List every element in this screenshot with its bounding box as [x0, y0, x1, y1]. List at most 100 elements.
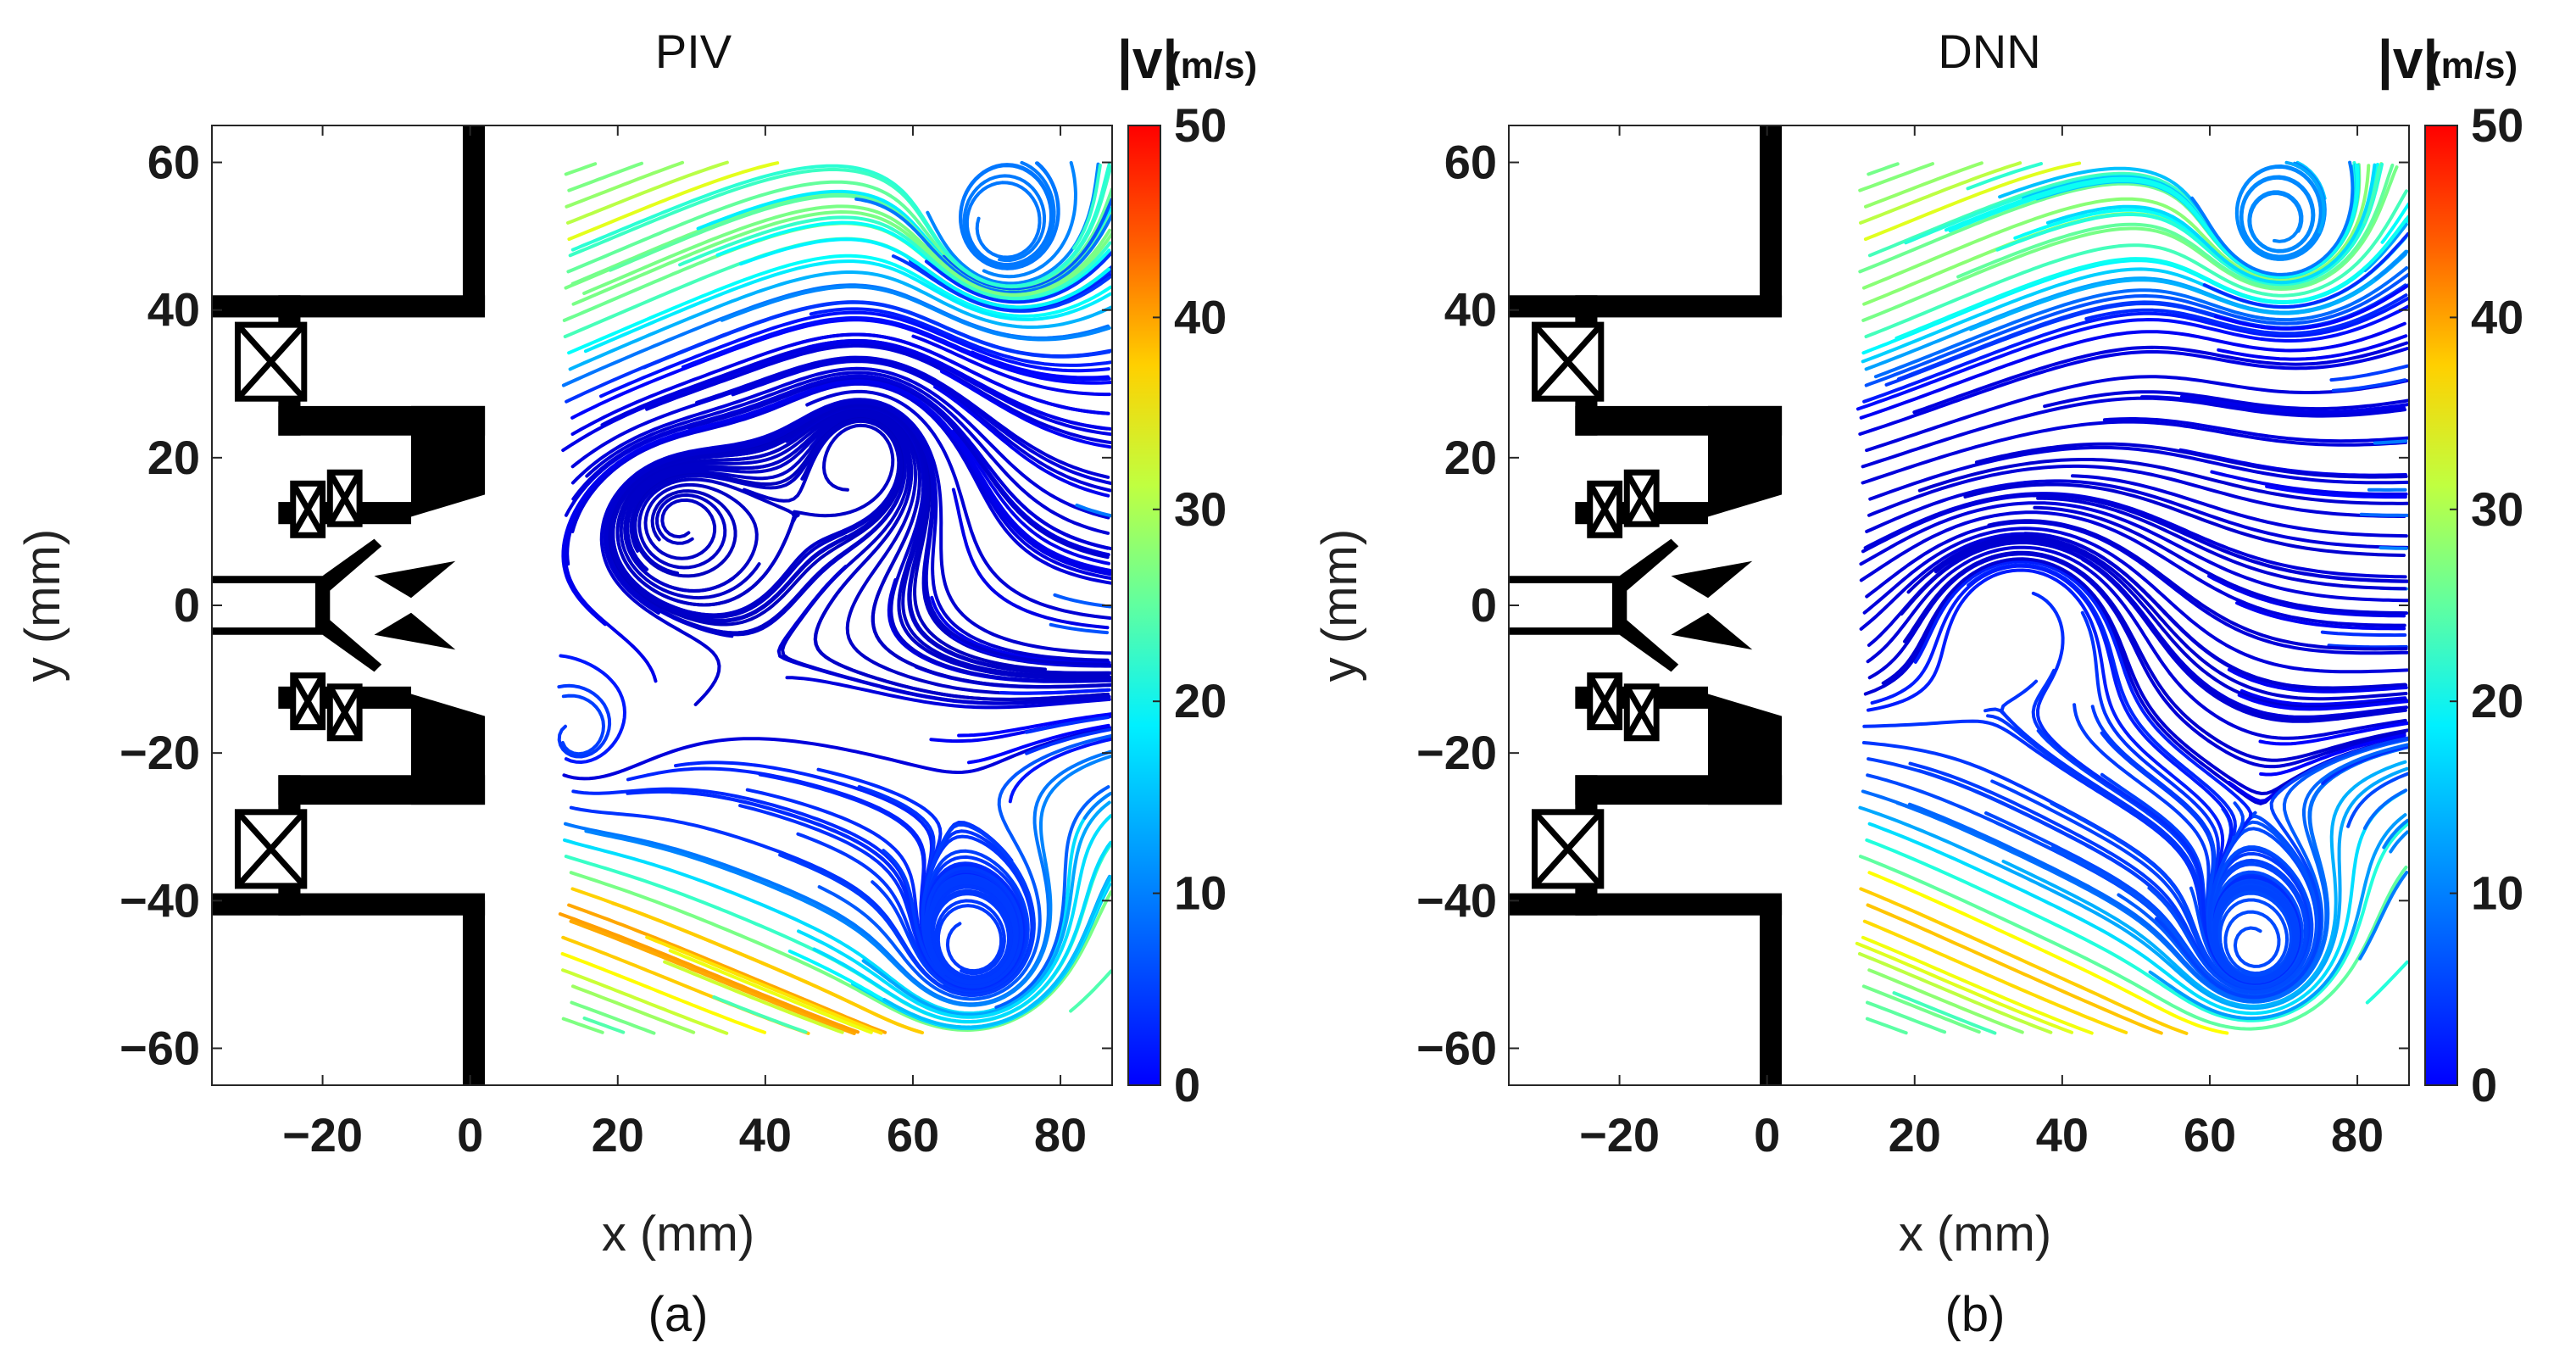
x-tick-label: 40	[2036, 1108, 2089, 1162]
streamline	[1906, 535, 2408, 701]
streamline	[776, 565, 1111, 705]
streamline	[1867, 162, 1900, 176]
streamline	[687, 376, 1110, 560]
inner-swirler-lower-2	[1623, 683, 1660, 742]
streamline	[571, 210, 1112, 306]
streamline	[957, 712, 1112, 738]
y-tick-label: −20	[120, 726, 200, 779]
streamline	[817, 734, 1112, 1001]
injector-block-lower	[411, 694, 486, 805]
panel-b-streamlines	[1855, 160, 2409, 1035]
streamline	[570, 162, 1111, 288]
streamline	[562, 726, 1112, 781]
streamline	[1867, 968, 2024, 1034]
streamline	[806, 338, 1112, 431]
streamline	[615, 407, 1112, 688]
streamline	[2207, 801, 2300, 983]
streamline	[584, 755, 1112, 1007]
streamline	[567, 903, 887, 1034]
streamline	[1865, 375, 2409, 453]
streamline	[2284, 160, 2326, 234]
colorbar-tick-label: 20	[1174, 674, 1227, 727]
streamline	[623, 411, 1110, 701]
streamline	[933, 385, 1110, 498]
streamline	[1873, 266, 2409, 379]
panel-a-colorbar-ticks: 0 10 20 30 40 50	[1153, 98, 1227, 1112]
chamber-wall-upper	[1759, 125, 1783, 310]
streamline	[1858, 162, 1934, 192]
streamline	[882, 849, 1024, 989]
x-tick-label: 80	[2331, 1108, 2384, 1162]
panel-b-x-axis-label: x (mm)	[1899, 1206, 2051, 1262]
streamline	[570, 1000, 656, 1035]
panel-a-colorbar-unit: (m/s)	[1168, 45, 1257, 86]
streamline	[2217, 334, 2408, 361]
streamline	[1861, 935, 2094, 1035]
streamline	[1974, 442, 2408, 479]
streamline	[2033, 505, 2409, 616]
y-tick-label: −60	[120, 1021, 200, 1074]
streamline	[1867, 552, 2406, 769]
outer-swirler-upper	[1531, 321, 1605, 402]
streamline	[567, 161, 643, 192]
y-tick-label: −40	[120, 873, 200, 927]
streamline	[1859, 887, 2189, 1035]
panel-a-colorbar-quantity: |v|	[1117, 29, 1177, 91]
streamline	[678, 215, 1112, 300]
streamline	[2084, 293, 2408, 336]
streamline	[970, 350, 1110, 380]
panel-b-combustor-geometry	[1509, 125, 1783, 1085]
streamline	[1072, 164, 1102, 250]
streamline	[570, 366, 1110, 520]
panel-a: −20 0 20 40 60 80 60 40 20 0 −20 −40 −60 PIV x (mm)…	[15, 25, 1257, 1342]
streamline	[2389, 830, 2409, 854]
streamline	[805, 389, 1112, 620]
streamline	[2362, 165, 2381, 224]
streamline	[1894, 217, 2408, 340]
streamline	[712, 995, 808, 1034]
inner-swirler-lower-2	[326, 683, 363, 742]
streamline	[1861, 165, 2399, 322]
panel-a-x-axis-label: x (mm)	[602, 1206, 754, 1262]
streamline	[2362, 788, 2408, 830]
x-tick-label: 20	[1889, 1108, 1941, 1162]
panel-b-colorbar-unit: (m/s)	[2429, 45, 2518, 86]
streamline	[2234, 162, 2327, 261]
streamline	[2045, 163, 2377, 285]
streamline	[645, 343, 1112, 445]
streamline	[1867, 789, 2406, 1016]
streamline	[882, 876, 1112, 1029]
streamline	[560, 952, 767, 1034]
streamline	[561, 379, 1112, 627]
streamline	[2081, 558, 2407, 723]
streamline	[1866, 545, 2407, 740]
streamline	[1859, 161, 2022, 225]
streamline	[1995, 162, 2384, 287]
streamline	[663, 960, 844, 1034]
streamline	[1858, 855, 2408, 1031]
y-tick-label: −60	[1416, 1021, 1497, 1074]
streamline	[1859, 510, 2406, 627]
streamline	[1892, 991, 1997, 1035]
streamline	[1944, 163, 2359, 279]
streamline	[1917, 458, 2409, 505]
x-tick-label: 80	[1034, 1108, 1087, 1162]
x-tick-label: 0	[457, 1108, 483, 1162]
streamline	[1861, 420, 2408, 485]
streamline	[1859, 321, 2406, 420]
streamline	[2259, 733, 2406, 777]
panel-a-y-axis-label: y (mm)	[15, 529, 70, 682]
colorbar-tick-label: 50	[2471, 98, 2523, 152]
y-tick-label: 40	[147, 283, 200, 337]
streamline	[1907, 743, 2409, 1003]
streamline	[570, 318, 1112, 420]
fuel-nozzle	[212, 538, 382, 672]
colorbar-tick-label: 10	[1174, 866, 1227, 920]
chamber-wall-lower	[1759, 900, 1783, 1085]
streamline	[2374, 249, 2409, 281]
streamline	[559, 654, 626, 764]
y-tick-label: 0	[1471, 578, 1497, 632]
outer-swirler-upper	[234, 321, 308, 402]
x-tick-label: −20	[282, 1108, 363, 1162]
streamline	[940, 370, 1112, 449]
